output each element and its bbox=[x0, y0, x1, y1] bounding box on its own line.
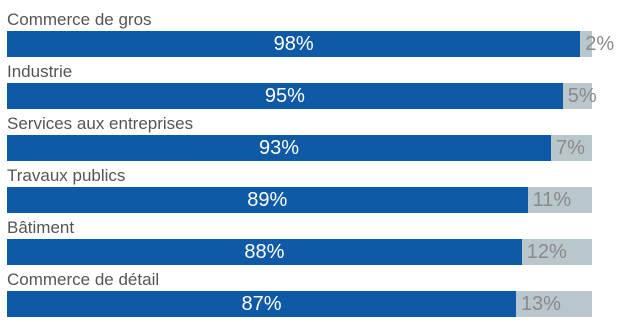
category-label: Services aux entreprises bbox=[7, 114, 194, 133]
value-label-primary: 98% bbox=[273, 33, 314, 55]
bar-row: Commerce de détail 87% 13% bbox=[0, 270, 631, 322]
bar-primary bbox=[7, 187, 528, 213]
bar-primary bbox=[7, 291, 516, 317]
bar-secondary bbox=[527, 187, 592, 213]
category-label: Commerce de gros bbox=[7, 10, 152, 29]
value-label-secondary: 13% bbox=[520, 293, 561, 315]
value-label-secondary: 2% bbox=[585, 33, 615, 55]
bar-row: Travaux publics 89% 11% bbox=[0, 166, 631, 218]
bar-primary bbox=[7, 83, 563, 109]
value-label-primary: 95% bbox=[264, 85, 305, 107]
value-label-secondary: 5% bbox=[567, 85, 597, 107]
bar-secondary bbox=[551, 135, 592, 161]
bar-row: Bâtiment 88% 12% bbox=[0, 218, 631, 270]
value-label-primary: 87% bbox=[241, 293, 282, 315]
category-label: Industrie bbox=[7, 62, 73, 81]
bar-secondary bbox=[580, 31, 592, 57]
category-label: Bâtiment bbox=[7, 218, 75, 237]
bar-primary bbox=[7, 31, 581, 57]
category-label: Travaux publics bbox=[7, 166, 126, 185]
bar-primary bbox=[7, 239, 522, 265]
value-label-primary: 93% bbox=[259, 137, 300, 159]
bar-row: Services aux entreprises 93% 7% bbox=[0, 114, 631, 166]
value-label-primary: 88% bbox=[244, 241, 285, 263]
bar-secondary bbox=[515, 291, 592, 317]
bar-row: Commerce de gros 98% 2% bbox=[0, 10, 631, 62]
bar-secondary bbox=[521, 239, 592, 265]
bar-secondary bbox=[562, 83, 592, 109]
value-label-secondary: 11% bbox=[532, 189, 572, 211]
category-label: Commerce de détail bbox=[7, 270, 160, 289]
value-label-primary: 89% bbox=[247, 189, 288, 211]
bar-primary bbox=[7, 135, 552, 161]
bar-row: Industrie 95% 5% bbox=[0, 62, 631, 114]
value-label-secondary: 7% bbox=[556, 137, 585, 159]
value-label-secondary: 12% bbox=[526, 241, 567, 263]
